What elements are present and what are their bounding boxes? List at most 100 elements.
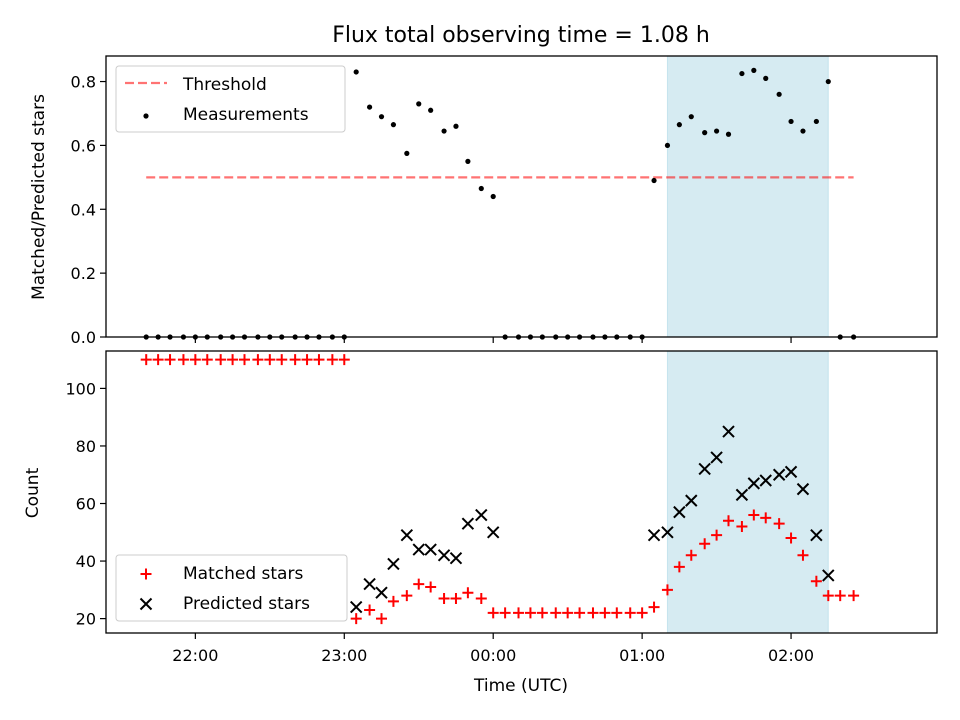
data-point xyxy=(326,354,338,366)
bottom-legend: Matched stars Predicted stars xyxy=(115,554,348,622)
data-point xyxy=(661,526,674,539)
data-point xyxy=(723,515,735,527)
data-point xyxy=(449,551,463,565)
data-point xyxy=(524,607,536,619)
bottom-y-tick-label: 100 xyxy=(65,379,96,398)
top-y-tick-label: 0.0 xyxy=(71,328,96,347)
legend-predicted-label: Predicted stars xyxy=(183,594,310,614)
data-point xyxy=(378,114,385,120)
data-point xyxy=(363,577,376,591)
legend-measurements-swatch xyxy=(143,113,149,119)
legend-threshold-label: Threshold xyxy=(182,75,267,95)
data-point xyxy=(848,590,860,602)
data-point xyxy=(664,142,671,149)
bottom-series-matched-stars xyxy=(140,354,860,625)
bottom-y-tick-label: 60 xyxy=(76,495,96,514)
data-point xyxy=(673,505,686,519)
bottom-y-tick-label: 20 xyxy=(76,610,96,629)
data-point xyxy=(390,122,397,128)
data-point xyxy=(478,185,484,192)
data-point xyxy=(387,595,399,607)
data-point xyxy=(461,517,475,530)
data-point xyxy=(152,354,164,366)
data-point xyxy=(796,482,810,496)
data-point xyxy=(763,75,769,81)
data-point xyxy=(760,512,772,524)
data-point xyxy=(416,101,422,107)
data-point xyxy=(685,494,698,507)
data-point xyxy=(364,604,376,616)
data-point xyxy=(825,78,831,85)
data-point xyxy=(475,592,487,604)
data-point xyxy=(401,590,413,602)
top-shaded-interval xyxy=(666,55,829,338)
data-point xyxy=(587,607,599,619)
data-point xyxy=(404,150,410,156)
chart-title: Flux total observing time = 1.08 h xyxy=(332,23,710,48)
data-point xyxy=(713,128,720,134)
data-point xyxy=(227,354,239,366)
data-point xyxy=(784,465,798,479)
data-point xyxy=(437,549,451,562)
x-tick-label: 22:00 xyxy=(172,646,218,665)
data-point xyxy=(313,354,325,366)
data-point xyxy=(499,607,511,619)
data-point xyxy=(747,477,761,490)
data-point xyxy=(699,538,711,550)
data-point xyxy=(785,532,797,544)
legend-predicted-swatch xyxy=(139,597,153,611)
data-point xyxy=(413,578,425,590)
top-axes-frame xyxy=(105,55,938,338)
data-point xyxy=(673,561,685,573)
data-point xyxy=(800,128,806,134)
data-point xyxy=(513,607,525,619)
data-point xyxy=(797,549,809,561)
data-point xyxy=(710,451,723,464)
data-point xyxy=(376,613,388,625)
data-point xyxy=(366,104,373,110)
top-y-axis-label: Matched/Predicted stars xyxy=(29,94,49,300)
data-point xyxy=(834,590,846,602)
data-point xyxy=(688,114,694,120)
bottom-axes-frame xyxy=(105,350,938,634)
x-tick-label: 02:00 xyxy=(768,646,814,665)
data-point xyxy=(252,354,264,366)
data-point xyxy=(773,518,785,530)
top-y-tick-label: 0.6 xyxy=(71,136,96,155)
x-tick-label: 23:00 xyxy=(321,646,367,665)
data-point xyxy=(486,526,500,539)
data-point xyxy=(776,91,782,97)
data-point xyxy=(215,354,227,366)
data-point xyxy=(475,508,488,522)
top-y-tick-label: 0.4 xyxy=(71,200,96,219)
bottom-y-axis-label: Count xyxy=(23,467,43,518)
bottom-series-predicted-stars xyxy=(349,425,835,614)
bottom-y-tick-label: 80 xyxy=(76,437,96,456)
data-point xyxy=(759,474,772,487)
bottom-panel: 20 40 60 80 100 22:00 23:00 00:00 01:00 02:00 Matc… xyxy=(65,350,938,665)
data-point xyxy=(698,462,711,476)
data-point xyxy=(428,107,434,113)
top-panel: 0.0 0.2 0.4 0.6 0.8 Threshold Measurements xyxy=(71,55,938,347)
data-point xyxy=(748,509,760,521)
data-point xyxy=(462,587,474,599)
legend-measurements-label: Measurements xyxy=(183,105,309,125)
data-point xyxy=(301,354,313,366)
data-point xyxy=(453,123,459,129)
x-axis-label: Time (UTC) xyxy=(473,676,568,696)
data-point xyxy=(164,354,176,366)
data-point xyxy=(276,354,288,366)
data-point xyxy=(722,425,735,438)
data-point xyxy=(822,590,834,602)
data-point xyxy=(788,118,794,125)
legend-box xyxy=(115,65,346,133)
data-point xyxy=(465,158,471,164)
data-point xyxy=(725,131,732,137)
data-point xyxy=(711,529,723,541)
data-point xyxy=(140,354,152,366)
data-point xyxy=(441,128,447,134)
data-point xyxy=(810,575,822,587)
data-point xyxy=(624,607,636,619)
data-point xyxy=(810,528,823,542)
